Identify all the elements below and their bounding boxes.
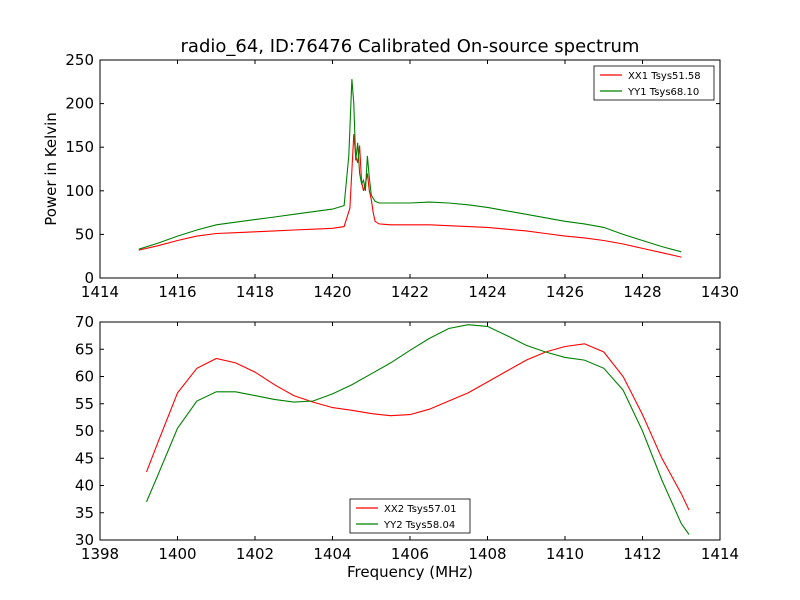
y-tick-label: 55: [75, 395, 94, 413]
y-tick-label: 50: [75, 422, 94, 440]
x-tick-label: 1428: [623, 283, 661, 301]
x-tick-label: 1424: [468, 283, 506, 301]
y-tick-label: 150: [65, 138, 94, 156]
x-tick-label: 1426: [546, 283, 584, 301]
x-tick-label: 1414: [701, 545, 739, 563]
x-axis-label: Frequency (MHz): [347, 563, 473, 581]
legend-label: YY2 Tsys58.04: [383, 520, 455, 531]
y-tick-label: 45: [75, 449, 94, 467]
y-tick-label: 65: [75, 340, 94, 358]
x-tick-label: 1402: [236, 545, 274, 563]
x-tick-label: 1420: [313, 283, 351, 301]
x-tick-label: 1406: [391, 545, 429, 563]
x-tick-label: 1412: [623, 545, 661, 563]
y-tick-label: 30: [75, 531, 94, 549]
x-tick-label: 1408: [468, 545, 506, 563]
y-axis-label: Power in Kelvin: [42, 112, 60, 226]
y-tick-label: 200: [65, 95, 94, 113]
legend-label: YY1 Tsys68.10: [627, 87, 699, 98]
y-tick-label: 50: [75, 225, 94, 243]
x-tick-label: 1410: [546, 545, 584, 563]
x-tick-label: 1400: [158, 545, 196, 563]
legend-box: [349, 498, 471, 534]
y-tick-label: 60: [75, 368, 94, 386]
x-tick-label: 1430: [701, 283, 739, 301]
y-tick-label: 35: [75, 504, 94, 522]
legend-label: XX2 Tsys57.01: [384, 504, 457, 515]
y-tick-label: 70: [75, 313, 94, 331]
legend-label: XX1 Tsys51.58: [628, 71, 701, 82]
series-line-2: [138, 79, 682, 253]
x-tick-label: 1418: [236, 283, 274, 301]
x-tick-label: 1398: [81, 545, 119, 563]
legend-box: [593, 65, 715, 101]
top-panel: 1414 1416 1418 1420 1422 1424 1426 1428 1430 0 50 1…: [65, 51, 739, 301]
x-tick-label: 1416: [158, 283, 196, 301]
bottom-panel: 1398 1400 1402 1404 1406 1408 1410 1412 1414 30 35…: [75, 313, 739, 563]
y-tick-label: 40: [75, 477, 94, 495]
x-tick-label: 1404: [313, 545, 351, 563]
x-tick-label: 1422: [391, 283, 429, 301]
y-tick-label: 250: [65, 51, 94, 69]
series-line-1: [138, 134, 682, 258]
y-tick-label: 100: [65, 182, 94, 200]
series-line-2: [145, 324, 690, 535]
chart-title: radio_64, ID:76476 Calibrated On-source …: [181, 36, 640, 57]
series-line-1: [145, 343, 690, 511]
y-tick-label: 0: [84, 269, 94, 287]
x-tick-label: 1414: [81, 283, 119, 301]
